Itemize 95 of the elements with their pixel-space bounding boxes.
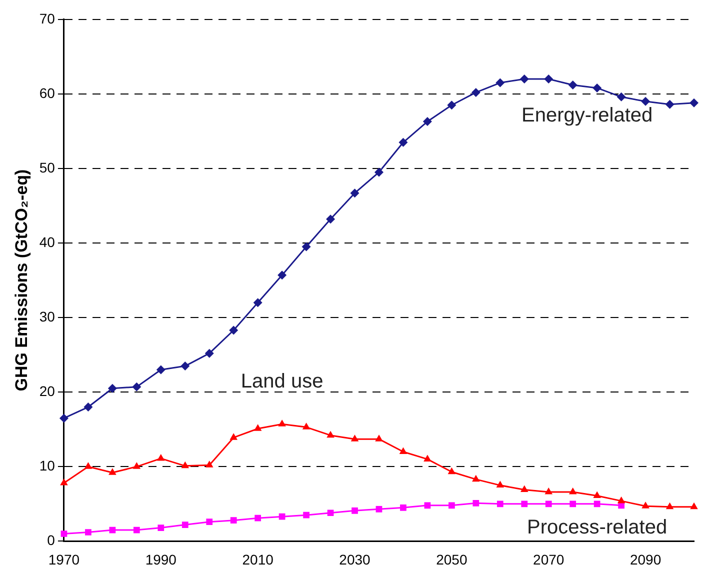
x-tick-label: 2030 — [339, 551, 371, 568]
point — [230, 517, 237, 524]
point — [568, 80, 578, 90]
point — [84, 462, 92, 469]
point — [447, 100, 456, 110]
point — [108, 468, 116, 475]
point — [400, 504, 406, 511]
point — [472, 474, 480, 482]
y-tick-label: 70 — [39, 10, 56, 26]
point — [520, 485, 528, 492]
point — [84, 402, 93, 412]
point — [158, 524, 164, 531]
point — [570, 500, 576, 508]
x-tick-label: 2070 — [533, 551, 564, 568]
point — [544, 488, 553, 494]
point — [642, 502, 650, 508]
y-tick-label: 30 — [39, 308, 56, 324]
point — [350, 434, 359, 442]
point — [302, 242, 311, 252]
point — [132, 382, 142, 392]
point — [132, 462, 141, 469]
point — [302, 422, 310, 430]
y-tick-label: 60 — [39, 84, 56, 101]
point — [544, 74, 554, 84]
point — [376, 506, 382, 512]
point — [326, 214, 336, 224]
point — [593, 491, 601, 498]
point — [448, 502, 455, 509]
point — [133, 526, 140, 534]
point — [350, 188, 360, 198]
y-tick-label: 0 — [47, 532, 56, 548]
point — [665, 100, 674, 109]
point — [253, 298, 262, 308]
y-tick-label: 10 — [39, 458, 56, 474]
point — [230, 433, 238, 440]
point — [471, 88, 480, 97]
point — [568, 488, 577, 494]
point — [206, 518, 213, 525]
x-tick-label: 2010 — [242, 551, 274, 568]
point — [617, 496, 626, 504]
x-tick-label: 1970 — [48, 551, 80, 568]
point — [496, 480, 504, 488]
point — [424, 502, 431, 509]
point — [496, 78, 505, 88]
point — [60, 478, 68, 486]
point — [254, 514, 262, 522]
point — [641, 96, 650, 106]
point — [399, 447, 408, 454]
point — [496, 500, 504, 508]
x-tick-label: 1990 — [145, 551, 177, 568]
point — [422, 117, 432, 126]
point — [156, 365, 166, 374]
point — [592, 83, 602, 92]
point — [303, 512, 310, 518]
point — [278, 420, 286, 426]
point — [205, 460, 214, 468]
point — [472, 500, 480, 506]
point — [326, 430, 334, 438]
series-label: Land use — [240, 370, 324, 393]
point — [59, 414, 68, 423]
x-tick-label: 2090 — [630, 551, 662, 568]
point — [690, 98, 698, 108]
point — [374, 168, 384, 177]
x-tick-label: 2050 — [436, 551, 468, 568]
point — [182, 522, 188, 528]
y-tick-label: 20 — [39, 382, 56, 399]
point — [157, 454, 165, 461]
point — [229, 326, 238, 335]
point — [616, 92, 626, 102]
point — [666, 502, 674, 510]
point — [690, 502, 698, 510]
point — [424, 454, 432, 462]
point — [278, 270, 287, 280]
point — [204, 348, 214, 358]
y-tick-label: 40 — [39, 234, 56, 250]
point — [521, 500, 528, 508]
point — [85, 529, 92, 536]
point — [278, 513, 286, 520]
point — [520, 74, 529, 84]
y-tick-label: 50 — [39, 159, 56, 176]
point — [398, 138, 408, 147]
point — [594, 500, 600, 508]
point — [352, 507, 358, 514]
point — [448, 467, 456, 474]
point — [180, 362, 190, 371]
point — [327, 510, 334, 516]
point — [254, 424, 262, 431]
point — [545, 500, 552, 508]
y-axis-title: GHG Emissions (GtCO₂-eq) — [12, 169, 31, 392]
point — [60, 530, 68, 537]
point — [108, 384, 117, 393]
point — [181, 461, 190, 468]
series-label: Process-related — [527, 516, 668, 538]
point — [375, 434, 383, 442]
series-label: Energy-related — [521, 104, 653, 126]
